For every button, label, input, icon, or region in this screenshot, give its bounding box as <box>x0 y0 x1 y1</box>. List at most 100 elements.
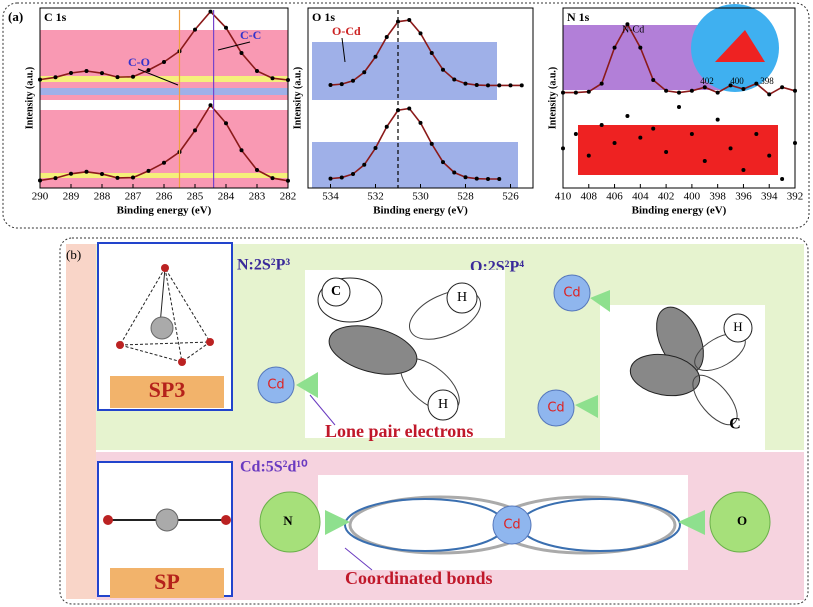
data-point <box>53 75 58 80</box>
panel-label: (b) <box>66 247 81 262</box>
band <box>40 173 288 178</box>
cd-config: Cd:5S²d¹⁰ <box>240 459 308 476</box>
data-point <box>780 85 785 90</box>
x-tick-label: 289 <box>63 191 80 203</box>
data-point <box>131 74 135 79</box>
atom-label: Cd <box>503 518 520 533</box>
x-tick-label: 286 <box>156 191 173 203</box>
orbital <box>317 277 383 323</box>
pointer <box>137 68 179 86</box>
data-point <box>474 83 479 88</box>
data-point <box>362 162 367 167</box>
data-point <box>384 124 389 129</box>
data-point <box>728 146 733 151</box>
lone-pair-orbital <box>629 353 701 397</box>
atom-label: N <box>283 513 293 528</box>
arrow <box>575 395 598 418</box>
annotation: N-Cd <box>622 24 644 35</box>
data-point <box>715 90 720 95</box>
atom-label: O <box>737 513 747 528</box>
data-point <box>519 83 524 88</box>
y-axis-label: Intensity (a.u.) <box>24 67 35 130</box>
x-tick-label: 528 <box>457 191 474 203</box>
atom <box>723 313 753 343</box>
x-tick-label: 290 <box>32 191 49 203</box>
data-point <box>407 106 412 111</box>
data-point <box>625 22 630 27</box>
data-point <box>452 77 457 82</box>
plot-frame <box>307 7 534 189</box>
data-point <box>255 69 259 73</box>
arrow <box>678 510 705 535</box>
atom <box>709 491 771 553</box>
data-point <box>677 105 681 109</box>
band <box>40 88 288 95</box>
x-tick-label: 406 <box>606 191 623 203</box>
x-tick-label: 398 <box>709 191 726 203</box>
x-tick-label: 394 <box>761 191 778 203</box>
data-point <box>162 160 166 165</box>
data-point <box>508 83 513 88</box>
inset-tick-label: 402 <box>700 76 714 86</box>
atoms <box>116 264 214 366</box>
data-point <box>441 67 445 72</box>
atom-label: H <box>457 290 467 305</box>
x-axis-label: Binding energy (eV) <box>632 205 727 217</box>
atom-label: H <box>733 319 742 334</box>
label-bg <box>110 376 224 408</box>
pointer <box>344 547 373 571</box>
orbital <box>409 290 481 340</box>
data-point <box>351 171 355 176</box>
tetrahedron <box>119 267 211 363</box>
label-bg <box>110 568 224 598</box>
data-point <box>239 148 244 153</box>
data-point <box>373 54 378 59</box>
data-point <box>224 121 228 126</box>
data-point <box>754 132 759 136</box>
y-axis-label: Intensity (a.u.) <box>292 67 303 130</box>
x-tick-label: 530 <box>412 191 429 203</box>
data-point <box>702 85 707 90</box>
plot-frame <box>562 7 796 189</box>
atom <box>103 515 113 525</box>
annotation: O-Cd <box>332 24 361 38</box>
x-axis-label: Binding energy (eV) <box>373 205 468 217</box>
x-tick-label: 408 <box>581 191 598 203</box>
data-point <box>146 168 151 173</box>
data-point <box>193 128 197 133</box>
data-point <box>651 126 656 131</box>
data-point <box>664 150 669 154</box>
data-point <box>573 90 578 95</box>
atom <box>155 508 179 532</box>
panel-a-frame <box>2 2 810 229</box>
data-point <box>599 81 604 86</box>
data-point <box>780 177 785 181</box>
chart-title: O 1s <box>312 10 335 24</box>
data-point <box>328 176 333 181</box>
data-point <box>767 92 772 97</box>
x-tick-label: 285 <box>187 191 204 203</box>
data-point <box>638 135 643 140</box>
data-point <box>100 171 104 176</box>
spectrum-line <box>330 107 500 180</box>
data-point <box>573 132 578 136</box>
y-axis-label: Intensity (a.u.) <box>547 67 558 130</box>
plot-frame <box>39 7 289 189</box>
data-point <box>208 103 213 108</box>
atom-label: Cd <box>547 401 564 416</box>
data-point <box>339 175 344 180</box>
atom-label: H <box>438 397 448 412</box>
data-point <box>612 45 617 50</box>
atom-label: Cd <box>267 378 284 393</box>
x-tick-label: 288 <box>94 191 111 203</box>
coordinated-label: Coordinated bonds <box>345 568 493 588</box>
data-point <box>651 78 656 82</box>
data-point <box>224 25 228 30</box>
x-axis-label: Binding energy (eV) <box>117 205 212 217</box>
data-point <box>84 169 89 174</box>
atom <box>150 316 174 340</box>
data-point <box>373 146 378 151</box>
data-point <box>270 176 275 181</box>
data-point <box>702 159 707 163</box>
data-point <box>441 160 445 165</box>
